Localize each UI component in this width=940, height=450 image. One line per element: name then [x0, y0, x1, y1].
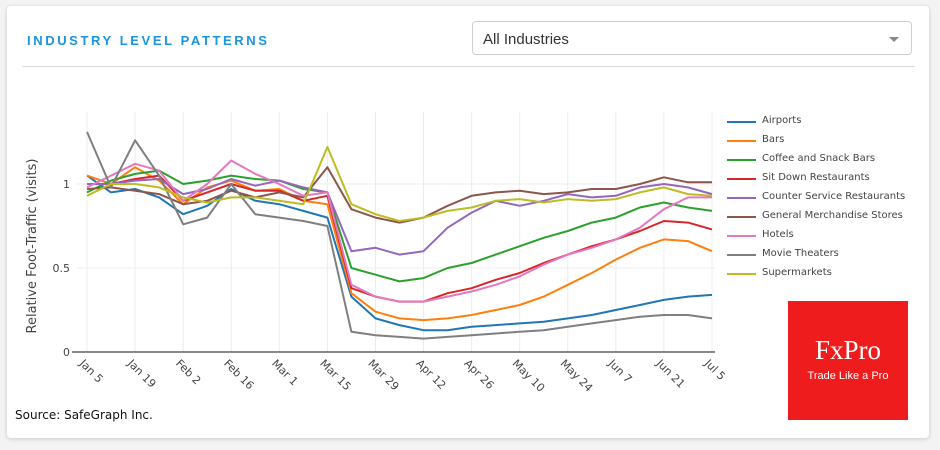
axes: 0 0.5 1 Jan 5 Jan 19 Feb 2 Feb 16 Mar 1 Mar 15 Ma…: [53, 178, 728, 395]
legend-swatch: [727, 121, 756, 123]
legend-label: Supermarkets: [762, 267, 832, 278]
industry-select[interactable]: All Industries: [472, 21, 912, 55]
chevron-down-icon[interactable]: [889, 37, 899, 42]
legend-label: Counter Service Restaurants: [762, 191, 906, 202]
x-tick-label: Jan 19: [124, 356, 158, 390]
x-tick-label: Mar 29: [365, 357, 401, 393]
x-tick-label: Apr 12: [413, 357, 448, 392]
series-line-general-merchandise-stores: [86, 166, 712, 224]
series-lines: [86, 131, 713, 340]
x-tick-label: Feb 2: [173, 357, 203, 387]
legend-swatch: [727, 178, 756, 180]
section-title: INDUSTRY LEVEL PATTERNS: [27, 33, 270, 48]
legend-swatch: [727, 273, 756, 275]
logo-tagline: Trade Like a Pro: [807, 370, 889, 382]
x-tick-label: Mar 15: [317, 357, 353, 393]
legend-label: General Merchandise Stores: [762, 210, 903, 221]
legend-swatch: [727, 140, 756, 142]
grid: [77, 112, 715, 352]
x-tick-label: Jul 5: [701, 356, 728, 383]
series-line-airports: [86, 174, 713, 332]
legend-swatch: [727, 235, 756, 237]
x-tick-label: Feb 16: [221, 357, 256, 392]
y-tick-label: 0: [63, 346, 70, 359]
legend-label: Airports: [762, 115, 802, 126]
series-line-counter-service-restaurants: [87, 178, 713, 256]
legend-label: Movie Theaters: [762, 248, 839, 259]
legend-swatch: [727, 254, 756, 256]
header-divider: [22, 66, 915, 67]
legend-label: Hotels: [762, 229, 794, 240]
x-tick-label: Jan 5: [76, 356, 105, 385]
y-axis-label: Relative Foot-Traffic (visits): [25, 159, 40, 334]
series-line-supermarkets: [86, 146, 713, 222]
series-line-hotels: [86, 159, 712, 303]
x-tick-label: Apr 26: [461, 357, 496, 392]
y-tick-label: 0.5: [53, 262, 71, 275]
chart-card: [7, 6, 929, 438]
series-line-bars: [86, 166, 713, 322]
legend-swatch: [727, 197, 756, 199]
source-note: Source: SafeGraph Inc.: [15, 408, 153, 422]
legend-swatch: [727, 216, 756, 218]
series-line-coffee-and-snack-bars: [86, 169, 713, 283]
logo-brand: FxPro: [814, 335, 882, 365]
x-tick-label: May 10: [510, 357, 548, 395]
series-line-movie-theaters: [86, 131, 713, 340]
x-tick-label: May 24: [558, 357, 596, 395]
y-tick-label: 1: [63, 178, 70, 191]
x-tick-label: Mar 1: [269, 357, 300, 388]
legend-swatch: [727, 159, 756, 161]
legend-label: Sit Down Restaurants: [762, 172, 870, 183]
x-tick-label: Jun 7: [605, 356, 634, 385]
industry-select-value: All Industries: [483, 31, 569, 48]
legend-label: Coffee and Snack Bars: [762, 153, 876, 164]
x-tick-label: Jun 21: [653, 356, 687, 390]
fxpro-logo: FxPro Trade Like a Pro: [788, 301, 908, 420]
legend-label: Bars: [762, 134, 785, 145]
